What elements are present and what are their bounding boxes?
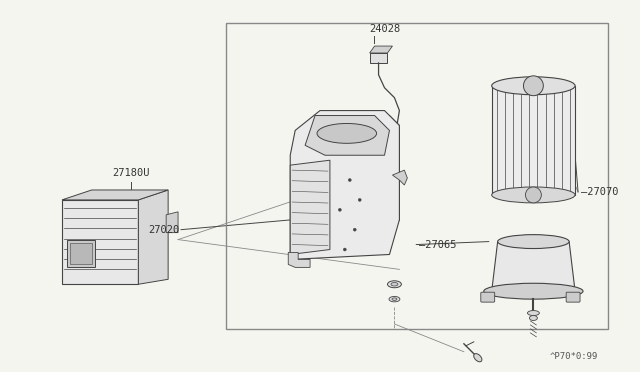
Polygon shape	[290, 160, 330, 254]
Circle shape	[348, 179, 351, 182]
Circle shape	[525, 187, 541, 203]
Bar	[226, 23, 608, 329]
Ellipse shape	[474, 354, 482, 362]
Polygon shape	[370, 53, 387, 63]
Text: ^P70*0:99: ^P70*0:99	[550, 352, 598, 361]
Text: —27070: —27070	[581, 187, 618, 197]
Polygon shape	[290, 110, 399, 259]
Ellipse shape	[317, 124, 376, 143]
Text: 27020: 27020	[148, 225, 179, 235]
Bar	[62, 200, 138, 284]
Text: —27065: —27065	[419, 240, 457, 250]
Circle shape	[353, 228, 356, 231]
Bar	[492, 86, 575, 195]
Polygon shape	[62, 190, 168, 200]
Ellipse shape	[391, 282, 398, 286]
Polygon shape	[492, 241, 575, 291]
Ellipse shape	[387, 281, 401, 288]
Ellipse shape	[527, 311, 540, 315]
Polygon shape	[67, 240, 95, 267]
Ellipse shape	[498, 235, 569, 248]
Ellipse shape	[529, 315, 538, 321]
FancyBboxPatch shape	[566, 292, 580, 302]
Ellipse shape	[392, 298, 397, 300]
Polygon shape	[392, 170, 407, 185]
Ellipse shape	[492, 77, 575, 95]
Circle shape	[524, 76, 543, 96]
Polygon shape	[138, 190, 168, 284]
Ellipse shape	[484, 283, 583, 299]
Circle shape	[343, 248, 346, 251]
Ellipse shape	[492, 187, 575, 203]
Circle shape	[339, 208, 341, 211]
Ellipse shape	[389, 296, 400, 302]
Text: 27180U: 27180U	[113, 168, 150, 178]
Polygon shape	[305, 116, 390, 155]
Polygon shape	[370, 46, 392, 53]
Polygon shape	[288, 253, 310, 267]
Text: 24028: 24028	[370, 24, 401, 34]
Circle shape	[358, 198, 361, 201]
FancyBboxPatch shape	[481, 292, 495, 302]
Polygon shape	[166, 212, 178, 232]
Polygon shape	[70, 243, 92, 264]
